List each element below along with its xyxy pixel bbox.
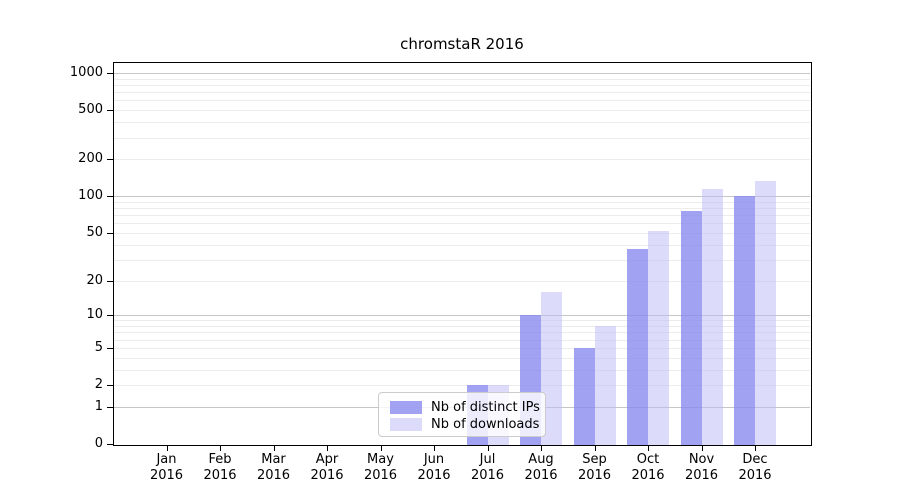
y-axis-tick xyxy=(107,196,113,198)
minor-gridline xyxy=(114,232,810,234)
x-tick-label: Jun 2016 xyxy=(417,452,451,483)
y-axis-tick xyxy=(107,315,113,317)
y-axis-tick xyxy=(107,73,113,74)
minor-gridline xyxy=(114,92,810,94)
legend-swatch-downloads-icon xyxy=(390,418,422,431)
x-axis-tick xyxy=(434,445,435,451)
minor-gridline xyxy=(114,85,810,86)
x-tick-label: Aug 2016 xyxy=(524,452,558,483)
minor-gridline xyxy=(114,326,810,327)
y-tick-label: 100 xyxy=(78,188,103,204)
legend-label-distinct-ips: Nb of distinct IPs xyxy=(431,399,540,415)
x-axis-tick xyxy=(220,445,221,451)
y-tick-label: 0 xyxy=(94,436,103,451)
x-axis-tick xyxy=(327,445,328,451)
minor-gridline xyxy=(114,320,810,322)
x-axis-tick xyxy=(166,445,168,451)
x-tick-label: Dec 2016 xyxy=(738,452,772,483)
chart-title: chromstaR 2016 xyxy=(400,35,524,53)
x-tick-label: Mar 2016 xyxy=(256,452,291,483)
y-axis-tick xyxy=(107,444,113,445)
x-tick-label: Feb 2016 xyxy=(203,452,237,483)
legend-item-distinct-ips: Nb of distinct IPs xyxy=(390,399,540,416)
minor-gridline xyxy=(114,259,810,261)
y-axis-tick xyxy=(107,159,113,161)
bar-downloads xyxy=(594,326,616,445)
y-tick-label: 200 xyxy=(78,151,103,167)
x-axis-tick xyxy=(541,445,542,451)
minor-gridline xyxy=(114,244,810,246)
minor-gridline xyxy=(114,201,810,203)
x-axis-tick xyxy=(648,445,649,451)
y-tick-label: 20 xyxy=(86,272,103,288)
legend-swatch-distinct-ips-icon xyxy=(390,401,422,414)
y-tick-label: 500 xyxy=(78,102,103,118)
bar-distinct-ips xyxy=(627,248,648,445)
y-axis-tick xyxy=(107,406,113,408)
y-axis-tick xyxy=(107,280,113,282)
x-tick-label: Nov 2016 xyxy=(684,452,719,483)
minor-gridline xyxy=(114,223,810,225)
bar-distinct-ips xyxy=(734,196,755,445)
x-tick-label: Oct 2016 xyxy=(631,452,665,483)
y-tick-label: 5 xyxy=(94,339,103,355)
x-tick-label: Sep 2016 xyxy=(577,452,612,483)
x-axis-tick xyxy=(487,445,489,451)
x-axis-tick xyxy=(755,445,756,451)
major-gridline xyxy=(114,196,810,198)
y-tick-label: 2 xyxy=(94,377,103,392)
minor-gridline xyxy=(114,385,810,386)
x-tick-label: May 2016 xyxy=(363,452,398,483)
x-tick-label: Jan 2016 xyxy=(149,452,184,483)
bar-downloads xyxy=(541,291,562,445)
y-axis-tick xyxy=(107,232,113,234)
minor-gridline xyxy=(114,78,810,80)
x-axis-tick xyxy=(594,445,596,451)
minor-gridline xyxy=(114,159,810,161)
y-tick-label: 1000 xyxy=(69,65,103,80)
minor-gridline xyxy=(114,208,810,209)
bar-distinct-ips xyxy=(680,210,702,445)
y-tick-label: 50 xyxy=(86,224,103,240)
minor-gridline xyxy=(114,339,810,341)
x-tick-label: Jul 2016 xyxy=(470,452,505,483)
minor-gridline xyxy=(114,137,810,139)
y-axis-tick xyxy=(107,110,113,112)
bar-distinct-ips xyxy=(573,347,595,445)
major-gridline xyxy=(114,315,810,317)
minor-gridline xyxy=(114,347,810,349)
y-tick-label: 10 xyxy=(86,307,103,323)
legend-item-downloads: Nb of downloads xyxy=(390,416,540,433)
minor-gridline xyxy=(114,122,810,124)
y-tick-label: 1 xyxy=(94,398,103,414)
minor-gridline xyxy=(114,215,810,217)
legend: Nb of distinct IPs Nb of downloads xyxy=(378,392,546,437)
minor-gridline xyxy=(114,100,810,102)
minor-gridline xyxy=(114,369,810,371)
minor-gridline xyxy=(114,357,810,359)
x-tick-label: Apr 2016 xyxy=(310,452,344,483)
x-axis-tick xyxy=(273,445,275,451)
y-axis-tick xyxy=(107,385,113,386)
legend-label-downloads: Nb of downloads xyxy=(431,416,540,432)
y-axis-tick xyxy=(107,347,113,349)
bar-downloads xyxy=(648,230,669,445)
minor-gridline xyxy=(114,332,810,334)
bar-downloads xyxy=(755,180,776,445)
minor-gridline xyxy=(114,280,810,282)
minor-gridline xyxy=(114,110,810,112)
x-axis-tick xyxy=(701,445,703,451)
major-gridline xyxy=(114,73,810,74)
x-axis-tick xyxy=(380,445,382,451)
bar-downloads xyxy=(701,189,723,445)
